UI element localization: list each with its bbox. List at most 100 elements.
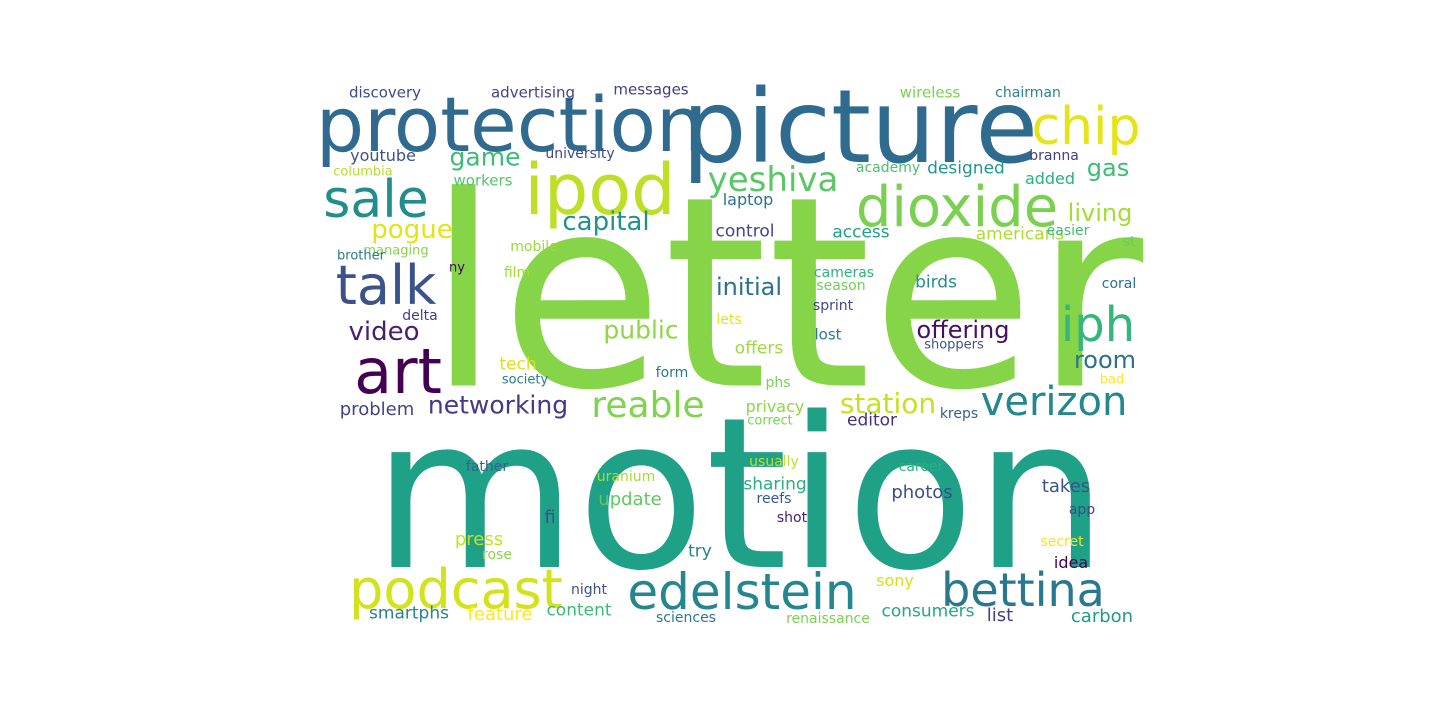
word-academy: academy <box>855 160 921 176</box>
word-sony: sony <box>876 571 914 590</box>
word-picture: picture <box>681 68 1039 187</box>
word-uranium: uranium <box>596 469 656 485</box>
word-photos: photos <box>891 482 953 503</box>
word-messages: messages <box>613 80 689 99</box>
word-consumers: consumers <box>881 601 975 622</box>
word-brother: brother <box>337 248 385 264</box>
word-networking: networking <box>427 390 569 420</box>
word-phs: phs <box>765 375 791 391</box>
word-idea: idea <box>1053 553 1089 572</box>
word-reable: reable <box>591 385 705 426</box>
word-shoppers: shoppers <box>924 337 984 353</box>
word-press: press <box>454 529 504 550</box>
word-mobile: mobile <box>510 239 558 255</box>
word-chairman: chairman <box>995 85 1061 101</box>
word-carbon: carbon <box>1070 606 1134 627</box>
word-initial: initial <box>716 273 782 301</box>
word-motion: motion <box>372 372 1108 617</box>
word-season: season <box>816 278 866 294</box>
word-privacy: privacy <box>745 397 805 416</box>
word-kreps: kreps <box>939 406 979 422</box>
word-sharing: sharing <box>743 474 807 495</box>
word-takes: takes <box>1041 476 1091 497</box>
word-designed: designed <box>927 158 1005 179</box>
word-app: app <box>1068 502 1096 518</box>
word-added: added <box>1024 169 1076 188</box>
word-advertising: advertising <box>490 83 576 102</box>
word-delta: delta <box>402 308 438 324</box>
word-americans: americans <box>975 224 1065 245</box>
word-yeshiva: yeshiva <box>707 160 839 200</box>
word-video: video <box>348 317 420 347</box>
word-youtube: youtube <box>350 146 416 165</box>
word-wireless: wireless <box>899 83 961 102</box>
word-talk: talk <box>335 254 437 317</box>
word-list: list <box>986 605 1014 626</box>
word-coral: coral <box>1101 276 1137 292</box>
word-letter: letter <box>426 140 1144 449</box>
word-content: content <box>546 600 612 621</box>
word-correct: correct <box>747 413 793 429</box>
word-feature: feature <box>467 604 533 625</box>
word-night: night <box>570 582 608 598</box>
word-father: father <box>465 459 509 475</box>
word-game: game <box>449 142 521 172</box>
word-try: try <box>688 541 712 562</box>
word-sprint: sprint <box>812 298 854 314</box>
word-chip: chip <box>1031 97 1141 157</box>
word-university: university <box>545 146 615 162</box>
word-shot: shot <box>776 510 808 526</box>
word-ipod: ipod <box>524 149 676 231</box>
word-cameras: cameras <box>813 265 875 281</box>
word-art: art <box>354 335 442 408</box>
word-workers: workers <box>453 171 513 190</box>
word-lets: lets <box>716 312 742 328</box>
word-pogue: pogue <box>371 215 453 245</box>
word-reefs: reefs <box>756 491 792 507</box>
word-verizon: verizon <box>980 379 1128 425</box>
word-tech: tech <box>499 354 537 375</box>
word-public: public <box>603 315 679 345</box>
word-edelstein: edelstein <box>627 563 857 621</box>
word-sale: sale <box>323 170 429 230</box>
word-room: room <box>1073 346 1137 374</box>
word-offering: offering <box>916 316 1010 344</box>
word-lost: lost <box>814 325 842 344</box>
word-access: access <box>832 222 890 243</box>
word-bad: bad <box>1099 372 1125 388</box>
word-offers: offers <box>734 338 784 359</box>
word-society: society <box>501 372 549 388</box>
word-dioxide: dioxide <box>855 175 1059 240</box>
word-podcast: podcast <box>349 558 563 621</box>
word-iph: iph <box>1060 297 1136 353</box>
word-gas: gas <box>1086 154 1130 182</box>
word-career: career <box>898 459 944 475</box>
word-laptop: laptop <box>722 190 774 209</box>
word-birds: birds <box>915 272 957 293</box>
word-branna: branna <box>1029 148 1079 164</box>
word-living: living <box>1067 199 1133 227</box>
word-rose: rose <box>482 547 512 563</box>
word-columbia: columbia <box>333 164 393 180</box>
word-update: update <box>598 489 662 510</box>
word-sciences: sciences <box>656 610 716 626</box>
word-control: control <box>715 221 775 242</box>
word-secret: secret <box>1040 534 1084 550</box>
word-managing: managing <box>363 243 429 259</box>
word-fi: fi <box>544 507 556 528</box>
word-easier: easier <box>1046 223 1090 239</box>
word-form: form <box>655 365 689 381</box>
word-station: station <box>839 387 937 420</box>
word-problem: problem <box>339 399 415 420</box>
word-capital: capital <box>562 207 650 237</box>
word-renaissance: renaissance <box>786 611 870 627</box>
word-ny: ny <box>449 260 465 276</box>
word-discovery: discovery <box>348 83 422 102</box>
word-film: film <box>503 265 531 281</box>
word-smartphs: smartphs <box>369 603 449 624</box>
word-protection: protection <box>315 80 705 169</box>
word-bettina: bettina <box>941 563 1105 617</box>
word-st: st <box>1122 234 1136 250</box>
word-editor: editor <box>846 410 898 431</box>
